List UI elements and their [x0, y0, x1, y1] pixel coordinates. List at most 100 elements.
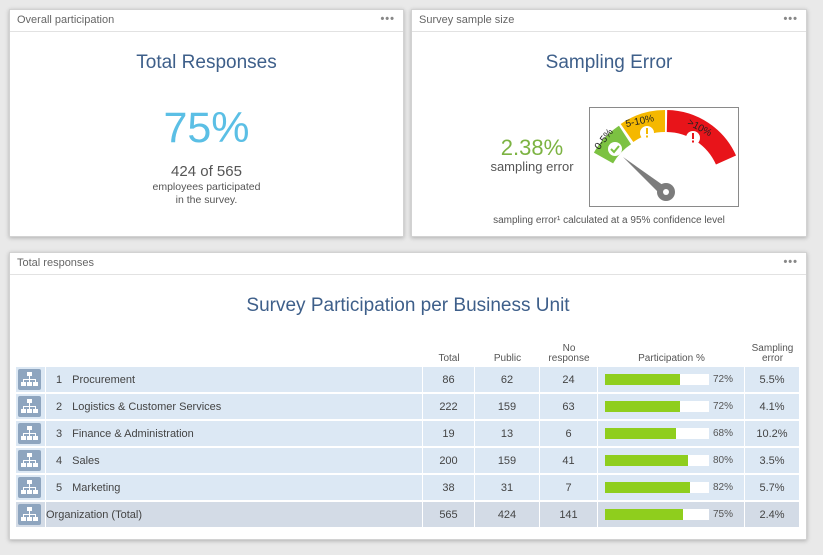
unit-number: 2	[56, 400, 63, 413]
participation-note-line1: employees participated	[152, 181, 261, 193]
org-chart-icon[interactable]	[18, 450, 41, 471]
business-unit-table: Total Public No response Participation %…	[16, 342, 800, 529]
header-sampling-line1: Sampling	[751, 343, 794, 354]
unit-icon-cell	[16, 367, 46, 392]
unit-number: 4	[56, 454, 63, 467]
org-chart-icon[interactable]	[18, 477, 41, 498]
cell-participation: 68%	[598, 421, 745, 446]
cell-sampling-error: 5.7%	[745, 475, 800, 500]
cell-participation: 82%	[598, 475, 745, 500]
cell-public: 159	[475, 394, 540, 419]
cell-total: 38	[423, 475, 475, 500]
cell-public: 62	[475, 367, 540, 392]
header-no-response-line2: response	[548, 353, 590, 364]
unit-name: Marketing	[72, 481, 121, 494]
panel-header: Overall participation •••	[10, 10, 403, 32]
exclamation-icon	[686, 131, 700, 145]
total-responses-panel: Total responses ••• Survey Participation…	[9, 252, 807, 540]
sampling-footnote: sampling error¹ calculated at a 95% conf…	[493, 215, 725, 226]
gauge-band-high	[666, 110, 737, 165]
table-row[interactable]: 2 Logistics & Customer Services 222 159 63 72…	[16, 394, 800, 419]
more-dots-icon[interactable]: •••	[783, 13, 798, 25]
participation-note-line2: in the survey.	[175, 194, 238, 206]
participation-bar-fill	[605, 482, 691, 493]
panel-header: Survey sample size •••	[412, 10, 806, 32]
cell-public: 31	[475, 475, 540, 500]
participation-bar	[605, 509, 709, 520]
participation-bar-fill	[605, 401, 680, 412]
org-chart-icon[interactable]	[18, 423, 41, 444]
cell-no-response: 6	[540, 421, 598, 446]
cell-participation: 72%	[598, 394, 745, 419]
overall-participation-panel: Overall participation ••• Total Response…	[9, 9, 404, 237]
cell-total: 222	[423, 394, 475, 419]
participation-note: employees participated in the survey.	[10, 181, 403, 207]
cell-no-response: 63	[540, 394, 598, 419]
sampling-error-gauge: 0-5% 5-10% >10%	[589, 107, 739, 207]
table-row[interactable]: 4 Sales 200 159 41 80% 3.5%	[16, 448, 800, 473]
table-total-row[interactable]: Organization (Total) 565 424 141 75% 2.4%	[16, 502, 800, 527]
panel-header-title: Total responses	[17, 257, 95, 269]
panel-header: Total responses •••	[10, 253, 806, 275]
unit-name-cell: Organization (Total)	[46, 502, 423, 527]
participation-bar	[605, 455, 709, 466]
cell-no-response: 141	[540, 502, 598, 527]
participation-bar	[605, 401, 709, 412]
cell-participation: 75%	[598, 502, 745, 527]
header-icon	[16, 344, 46, 365]
participation-bar-fill	[605, 428, 676, 439]
cell-public: 424	[475, 502, 540, 527]
header-name	[46, 344, 423, 365]
org-chart-icon[interactable]	[18, 504, 41, 525]
participation-bar	[605, 374, 709, 385]
cell-sampling-error: 2.4%	[745, 502, 800, 527]
table-header-row: Total Public No response Participation %…	[16, 344, 800, 365]
cell-sampling-error: 5.5%	[745, 367, 800, 392]
participation-percent-label: 72%	[713, 374, 734, 385]
sampling-error-title: Sampling Error	[545, 52, 673, 73]
header-public: Public	[493, 353, 522, 364]
participation-percent: 75%	[163, 104, 250, 152]
checkmark-icon	[608, 142, 622, 156]
unit-icon-cell	[16, 475, 46, 500]
participation-bar-fill	[605, 509, 683, 520]
cell-sampling-error: 3.5%	[745, 448, 800, 473]
unit-number: 5	[56, 481, 63, 494]
unit-name: Organization (Total)	[46, 508, 142, 521]
cell-participation: 72%	[598, 367, 745, 392]
gauge-graphic: 0-5% 5-10% >10%	[593, 109, 737, 201]
unit-number: 3	[56, 427, 63, 440]
cell-total: 19	[423, 421, 475, 446]
gauge-needle	[623, 157, 675, 201]
total-responses-title: Total Responses	[136, 52, 277, 73]
participation-bar	[605, 428, 709, 439]
header-no-response: No response	[540, 344, 598, 365]
gauge-band-mid	[620, 109, 666, 143]
cell-sampling-error: 4.1%	[745, 394, 800, 419]
org-chart-icon[interactable]	[18, 369, 41, 390]
unit-name-cell: 5 Marketing	[46, 475, 423, 500]
table-row[interactable]: 5 Marketing 38 31 7 82% 5.7%	[16, 475, 800, 500]
cell-total: 86	[423, 367, 475, 392]
cell-no-response: 7	[540, 475, 598, 500]
table-row[interactable]: 1 Procurement 86 62 24 72% 5.5%	[16, 367, 800, 392]
header-sampling-line2: error	[761, 353, 784, 364]
unit-name: Logistics & Customer Services	[72, 400, 222, 413]
unit-icon-cell	[16, 448, 46, 473]
participation-percent-label: 82%	[713, 482, 734, 493]
table-row[interactable]: 3 Finance & Administration 19 13 6 68% 10.2%	[16, 421, 800, 446]
unit-icon-cell	[16, 502, 46, 527]
survey-sample-size-panel: Survey sample size ••• Sampling Error 2.…	[411, 9, 807, 237]
panel-header-title: Survey sample size	[419, 14, 515, 26]
participation-percent-label: 72%	[713, 401, 734, 412]
header-no-response-line1: No	[562, 343, 576, 354]
panel-header-title: Overall participation	[17, 14, 115, 26]
org-chart-icon[interactable]	[18, 396, 41, 417]
unit-name-cell: 3 Finance & Administration	[46, 421, 423, 446]
more-dots-icon[interactable]: •••	[783, 256, 798, 268]
more-dots-icon[interactable]: •••	[380, 13, 395, 25]
business-unit-title: Survey Participation per Business Unit	[246, 295, 570, 316]
unit-icon-cell	[16, 394, 46, 419]
header-sampling-error: Sampling error	[745, 344, 800, 365]
unit-name: Finance & Administration	[72, 427, 194, 440]
